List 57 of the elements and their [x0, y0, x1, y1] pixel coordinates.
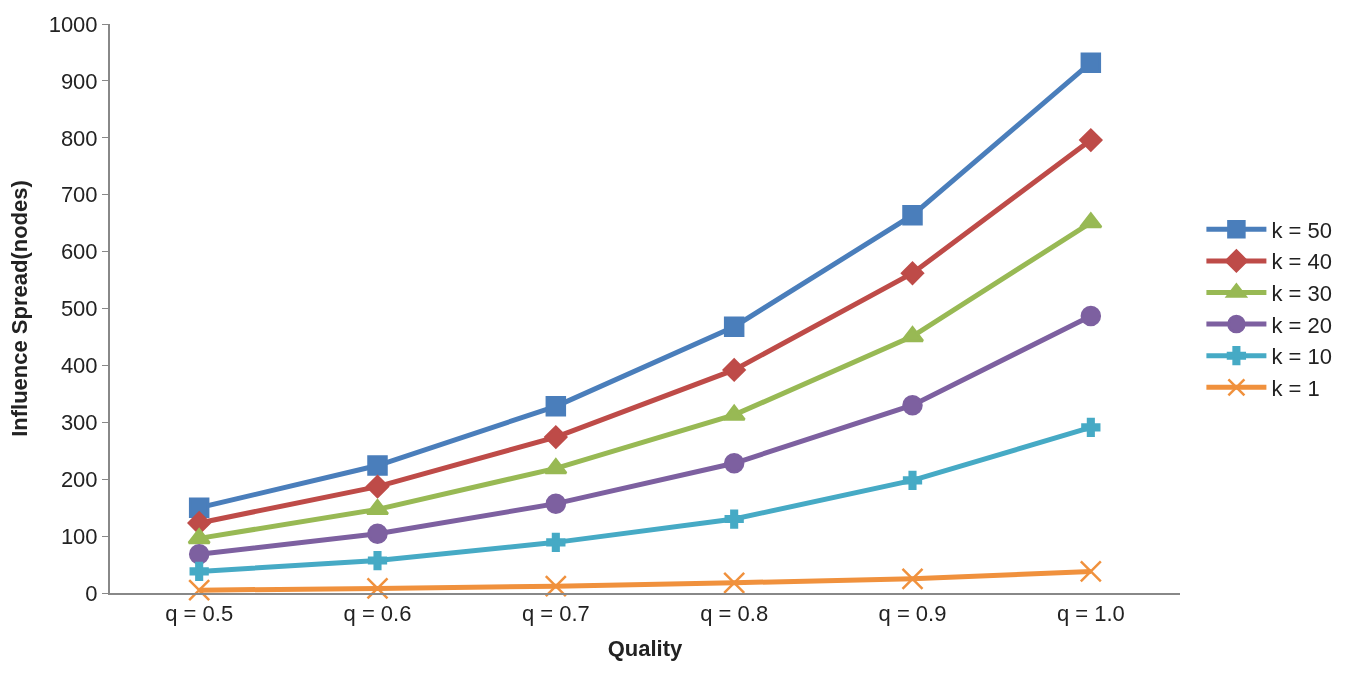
y-tick-label: 0 [85, 580, 98, 606]
point [187, 578, 211, 602]
y-tick-label: 400 [60, 353, 98, 379]
point [722, 571, 746, 595]
point [900, 261, 925, 285]
point [723, 453, 745, 474]
point [902, 204, 923, 226]
legend-label: k = 10 [1271, 344, 1332, 370]
point [902, 394, 923, 416]
legend-label: k = 30 [1271, 281, 1332, 307]
point [189, 561, 209, 582]
point [544, 425, 568, 449]
point [723, 316, 745, 337]
point [1079, 560, 1103, 583]
point [1081, 417, 1101, 438]
point [545, 493, 567, 514]
x-tick-label: q = 0.5 [165, 601, 234, 627]
point [367, 550, 388, 571]
point [546, 532, 566, 553]
y-tick-label: 100 [60, 523, 98, 549]
point [545, 396, 567, 417]
point [1080, 52, 1102, 73]
point [1079, 128, 1103, 152]
legend-label: k = 40 [1271, 249, 1332, 275]
x-tick-label: q = 0.7 [521, 601, 590, 627]
y-tick-label: 500 [60, 296, 98, 322]
point [1080, 305, 1102, 327]
y-tick-label: 600 [60, 239, 98, 265]
point [901, 567, 924, 591]
y-tick-label: 200 [60, 466, 98, 492]
point [187, 511, 211, 535]
point [188, 544, 210, 565]
y-tick-label: 900 [60, 68, 98, 94]
point [544, 574, 568, 598]
x-tick-label: q = 0.8 [700, 601, 769, 627]
y-axis-title: Influence Spread(nodes) [6, 180, 32, 437]
y-tick-label: 300 [60, 410, 98, 435]
legend-label: k = 50 [1271, 217, 1332, 243]
x-tick-label: q = 0.6 [343, 601, 412, 627]
y-tick-label: 800 [60, 125, 98, 151]
x-axis-title: Quality [607, 635, 684, 661]
point [365, 474, 390, 499]
point [367, 523, 388, 545]
point [544, 458, 568, 475]
x-tick-label: q = 0.9 [878, 601, 947, 627]
point [722, 358, 746, 382]
point [902, 470, 923, 490]
x-tick-label: q = 1.0 [1056, 601, 1125, 627]
point [724, 509, 744, 529]
point [366, 577, 389, 600]
legend-label: k = 20 [1271, 312, 1332, 338]
point [1079, 212, 1103, 229]
y-tick-label: 700 [60, 182, 98, 208]
y-tick-label: 1000 [48, 11, 98, 37]
point [187, 528, 211, 545]
point [367, 455, 388, 476]
legend-label: k = 1 [1271, 375, 1320, 401]
